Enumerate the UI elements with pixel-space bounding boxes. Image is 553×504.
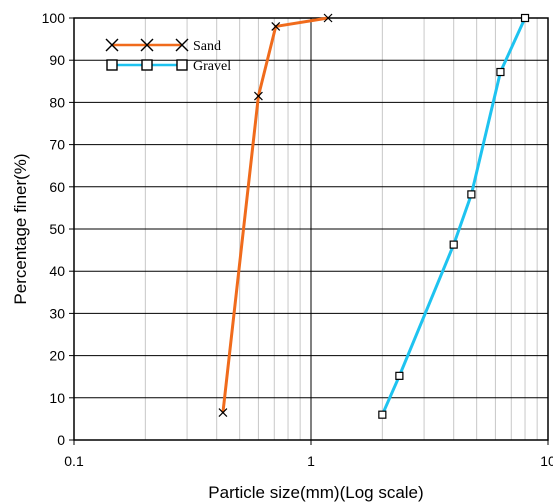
x-marker-stroke [253,91,263,101]
sand-data-point [323,13,333,23]
y-tick-label: 20 [49,348,65,364]
sand-data-point [253,91,263,101]
legend-item-gravel: Gravel [106,59,231,74]
legend-x-stroke [175,38,189,52]
sand-data-point [218,408,228,417]
y-tick-label: 80 [49,94,65,110]
legend-marker-sand [140,38,154,52]
y-tick-label: 30 [49,305,65,321]
legend-marker-gravel [141,59,153,71]
legend-marker-sand [105,38,119,52]
gravel-data-point [496,67,505,77]
x-marker-stroke [218,408,228,417]
y-tick-label: 40 [49,263,65,279]
axes-layer: 0 10 20 30 40 50 60 70 80 90 100 0.1 1 10 [42,10,553,469]
grid-layer [73,17,549,441]
y-tick-label: 50 [49,221,65,237]
series-layer [218,13,530,419]
legend-marker-gravel [176,59,188,71]
legend: Sand Gravel [105,38,231,74]
sand-series-line [221,16,329,413]
gravel-data-point [395,371,404,380]
y-tick-label: 60 [49,179,65,195]
legend-x-stroke [105,38,119,52]
x-tick-label: 10 [540,453,553,469]
y-tick-label: 70 [49,137,65,153]
x-axis-title: Particle size(mm)(Log scale) [208,483,423,502]
legend-label-gravel: Gravel [193,59,231,74]
y-axis-title: Percentage finer(%) [11,153,30,304]
y-tick-label: 0 [57,432,65,448]
x-tick-label: 0.1 [64,453,84,469]
legend-marker-gravel [106,59,118,71]
y-tick-label: 10 [49,390,65,406]
legend-marker-sand [175,38,189,52]
sand-data-point [271,22,281,31]
gravel-data-point [378,410,387,419]
y-tick-label: 90 [49,52,65,68]
x-marker-stroke [271,22,281,31]
gravel-data-point [467,190,476,199]
gravel-series-line [380,17,527,416]
legend-x-stroke [140,38,154,52]
x-marker-stroke [323,13,333,23]
legend-item-sand: Sand [105,38,221,54]
x-tick-label: 1 [307,453,315,469]
legend-label-sand: Sand [193,39,221,54]
gravel-data-point [520,13,530,23]
y-tick-label: 100 [42,10,66,26]
gravel-data-point [449,240,458,249]
